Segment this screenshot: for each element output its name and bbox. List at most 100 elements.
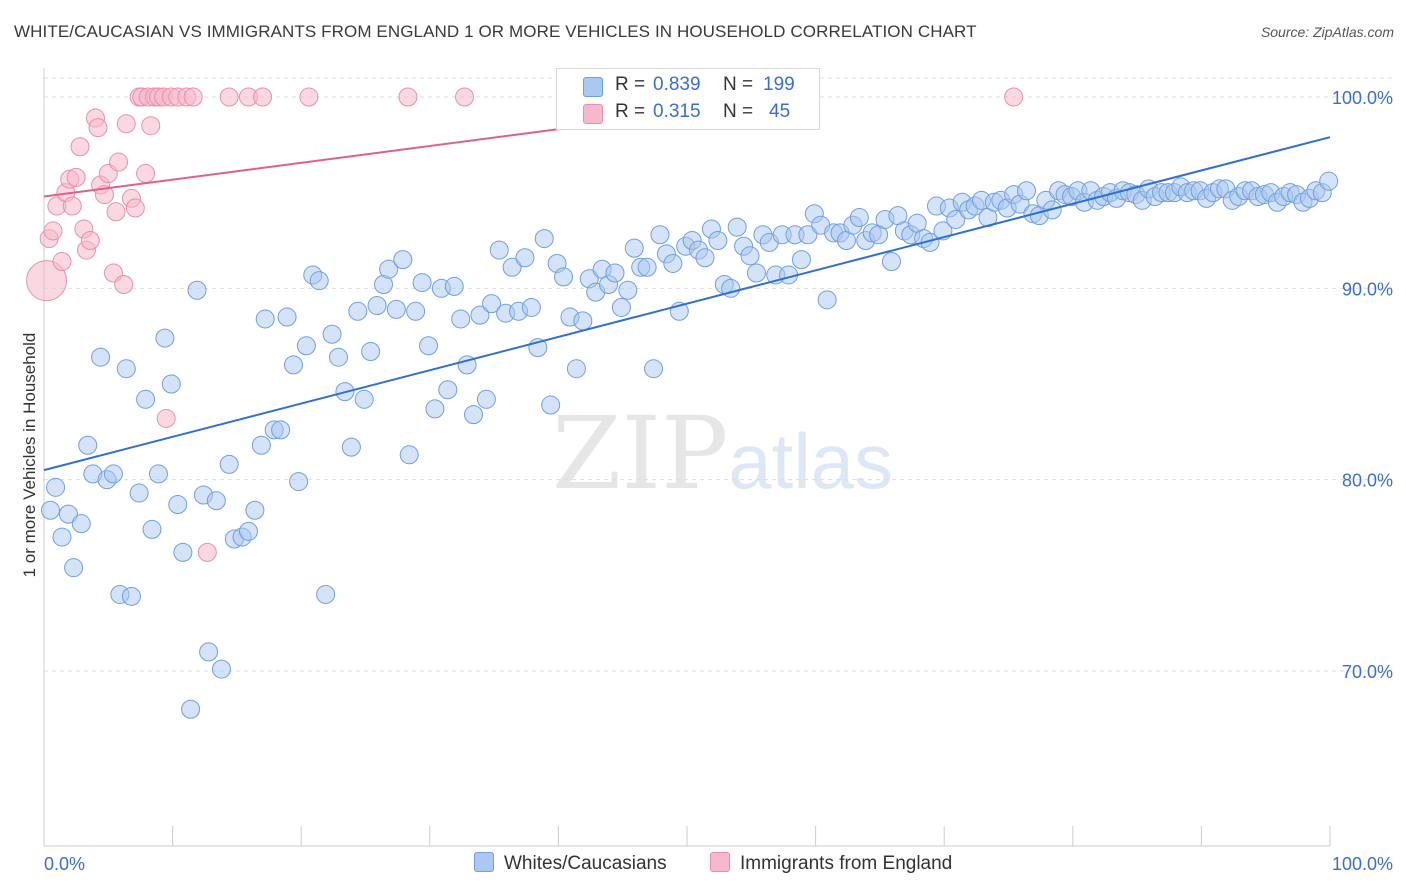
- blue-point: [91, 347, 111, 367]
- pink-point: [299, 87, 319, 107]
- pink-point: [183, 87, 203, 107]
- blue-point: [148, 464, 168, 484]
- blue-point: [361, 341, 381, 361]
- bottom-legend-pink: Immigrants from England: [710, 852, 952, 875]
- blue-point: [52, 527, 72, 547]
- blue-point: [482, 294, 502, 314]
- blue-point: [238, 521, 258, 541]
- pink-point: [66, 167, 86, 187]
- legend-swatch-pink: [583, 104, 603, 124]
- pink-point: [109, 152, 129, 172]
- pink-series-points: [26, 87, 1024, 562]
- blue-point: [644, 359, 664, 379]
- legend-n-value: 45: [769, 101, 791, 122]
- x-tick-label-min: 0.0%: [44, 854, 85, 874]
- correlation-legend: R = 0.839 N = 199 R = 0.315 N = 45: [556, 68, 820, 130]
- y-tick-label: 70.0%: [1342, 662, 1393, 682]
- blue-point: [412, 273, 432, 293]
- blue-point: [283, 355, 303, 375]
- blue-point: [367, 296, 387, 316]
- blue-point: [181, 699, 201, 719]
- blue-point: [515, 248, 535, 268]
- blue-point: [251, 435, 271, 455]
- blue-point: [573, 311, 593, 331]
- blue-point: [277, 307, 297, 327]
- blue-point: [255, 309, 275, 329]
- blue-point: [64, 558, 84, 578]
- blue-point: [566, 359, 586, 379]
- pink-point: [398, 87, 418, 107]
- pink-point: [52, 252, 72, 272]
- blue-point: [271, 420, 291, 440]
- legend-n-label: N =: [723, 101, 754, 122]
- blue-point: [650, 225, 670, 245]
- blue-point: [71, 514, 91, 534]
- y-tick-label: 90.0%: [1342, 279, 1393, 299]
- pink-point: [88, 118, 108, 138]
- blue-point: [791, 250, 811, 270]
- blue-point: [116, 359, 136, 379]
- blue-point: [316, 584, 336, 604]
- legend-r-value: 0.315: [653, 101, 701, 122]
- pink-point: [156, 408, 176, 428]
- blue-point: [695, 248, 715, 268]
- blue-point: [348, 301, 368, 321]
- blue-point: [438, 380, 458, 400]
- pink-point: [26, 260, 68, 302]
- pink-point: [80, 231, 100, 250]
- blue-point: [817, 290, 837, 310]
- chart-title: WHITE/CAUCASIAN VS IMMIGRANTS FROM ENGLA…: [14, 22, 977, 41]
- legend-r-label: R =: [615, 101, 646, 122]
- blue-point: [379, 259, 399, 279]
- blue-point: [289, 472, 309, 492]
- blue-point: [489, 240, 509, 260]
- blue-point: [354, 389, 374, 409]
- tick-labels: 70.0% 80.0% 90.0% 100.0% 0.0% 100.0%: [44, 88, 1393, 874]
- blue-point: [187, 280, 207, 300]
- source-label: Source: ZipAtlas.com: [1260, 24, 1394, 40]
- pink-point: [70, 137, 90, 157]
- pink-point: [106, 202, 126, 222]
- blue-point: [881, 252, 901, 272]
- blue-point: [136, 389, 156, 409]
- pink-point: [455, 87, 475, 107]
- grid-lines: [44, 77, 1392, 672]
- blue-point: [386, 299, 406, 319]
- blue-point: [470, 305, 490, 325]
- legend-n-label: N =: [723, 74, 754, 95]
- blue-point: [618, 280, 638, 300]
- blue-point: [464, 405, 484, 425]
- blue-point: [663, 253, 683, 273]
- blue-point: [399, 445, 419, 465]
- y-axis-label: 1 or more Vehicles in Household: [20, 332, 39, 578]
- pink-point: [141, 116, 161, 136]
- bottom-legend-blue: Whites/Caucasians: [474, 852, 667, 875]
- blue-point: [322, 324, 342, 344]
- blue-series-points: [40, 171, 1339, 719]
- blue-point: [1319, 171, 1339, 191]
- pink-point: [219, 87, 239, 107]
- blue-point: [451, 309, 471, 329]
- blue-trend-line: [43, 136, 1331, 472]
- blue-point: [103, 464, 123, 484]
- pink-trend-line: [43, 118, 636, 198]
- blue-point: [849, 208, 869, 228]
- blue-point: [605, 263, 625, 283]
- bottom-legend-swatch-pink: [710, 852, 730, 872]
- y-tick-label: 80.0%: [1342, 471, 1393, 491]
- blue-point: [58, 504, 78, 524]
- blue-point: [40, 500, 60, 520]
- watermark: ZIPatlas: [552, 395, 893, 512]
- pink-point: [114, 275, 134, 295]
- blue-point: [1017, 181, 1037, 201]
- pink-point: [43, 221, 63, 241]
- blue-point: [541, 395, 561, 415]
- blue-point: [637, 257, 657, 277]
- blue-point: [534, 229, 554, 249]
- blue-point: [406, 301, 426, 321]
- blue-point: [199, 642, 219, 662]
- blue-point: [173, 542, 193, 562]
- blue-point: [624, 238, 644, 258]
- trend-lines: [43, 118, 1331, 472]
